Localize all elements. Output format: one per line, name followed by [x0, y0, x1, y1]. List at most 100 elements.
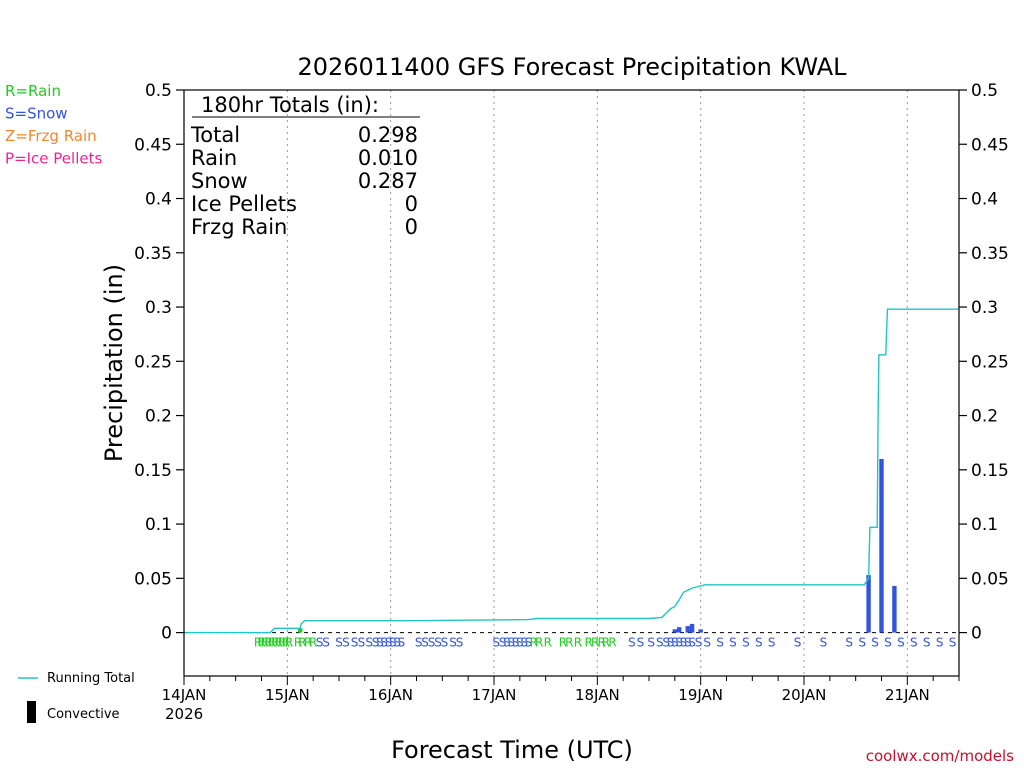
chart-title: 2026011400 GFS Forecast Precipitation KW… [297, 53, 847, 81]
ptype-marker-snow: S [380, 636, 388, 650]
ptype-marker-snow: S [335, 636, 343, 650]
x-tick-label-18jan: 18JAN [575, 686, 620, 704]
ptype-marker-rain: R [264, 636, 272, 650]
credit-link[interactable]: coolwx.com/models [866, 747, 1014, 765]
year-label: 2026 [165, 705, 203, 723]
ptype-marker-snow: S [647, 636, 655, 650]
ptype-marker-snow: S [910, 636, 918, 650]
ptype-marker-rain: R [559, 636, 567, 650]
ptype-marker-rain: R [281, 636, 289, 650]
ptype-marker-snow: S [768, 636, 776, 650]
precip-bar [689, 623, 695, 633]
ptype-marker-snow: S [695, 636, 703, 650]
ptype-marker-rain: R [254, 636, 262, 650]
ptype-marker-rain: R [271, 636, 279, 650]
ptype-marker-snow: S [456, 636, 464, 650]
convective-legend-label: Convective [47, 707, 120, 722]
totals-label-rain: Rain [191, 146, 237, 170]
ptype-marker-snow: S [385, 636, 393, 650]
totals-box: 180hr Totals (in): Total 0.298 Rain 0.010 Sno… [190, 93, 420, 239]
ptype-marker-snow: S [936, 636, 944, 650]
totals-header: 180hr Totals (in): [201, 93, 379, 117]
ptype-marker-rain: R [268, 636, 276, 650]
y-tick-label-left: 0.2 [145, 407, 172, 427]
y-tick-label-right: 0.1 [971, 515, 998, 535]
ptype-marker-snow: S [492, 636, 500, 650]
y-tick-label-right: 0.4 [971, 190, 998, 210]
totals-value-ice-pellets: 0 [405, 192, 418, 216]
y-tick-label-right: 0.45 [971, 135, 1009, 155]
ptype-marker-snow: S [393, 636, 401, 650]
precip-bar [879, 458, 884, 633]
y-tick-label-left: 0 [161, 624, 172, 644]
ptype-marker-snow: S [503, 636, 511, 650]
ptype-marker-rain: R [608, 636, 616, 650]
running-total-line [184, 308, 959, 634]
y-tick-label-left: 0.45 [134, 135, 172, 155]
ptype-marker-snow: S [949, 636, 957, 650]
y-tick-label-right: 0.2 [971, 407, 998, 427]
ptype-marker-snow: S [316, 636, 324, 650]
totals-label-frzg-rain: Frzg Rain [191, 215, 287, 239]
ptype-marker-snow: S [628, 636, 636, 650]
ptype-marker-snow: S [507, 636, 515, 650]
y-tick-label-right: 0 [971, 624, 982, 644]
ptype-marker-rain: R [304, 636, 312, 650]
y-tick-label-left: 0.35 [134, 244, 172, 264]
y-axis-title: Precipitation (in) [100, 264, 128, 462]
x-tick-label-16jan: 16JAN [368, 686, 413, 704]
precip-bar [685, 626, 690, 633]
ptype-marker-snow: S [716, 636, 724, 650]
y-tick-label-left: 0.4 [145, 190, 172, 210]
y-axis-right: 0 0.05 0.1 0.15 0.2 0.25 0.3 0.35 0.4 0.45 0.5 [959, 81, 1009, 644]
ptype-marker-snow: S [499, 636, 507, 650]
ptype-legend-item: Z=Frzg Rain [5, 127, 97, 145]
ptype-marker-snow: S [415, 636, 423, 650]
ptype-marker-snow: S [512, 636, 520, 650]
ptype-marker-rain: R [285, 636, 293, 650]
ptype-marker-rain: R [294, 636, 302, 650]
y-tick-label-right: 0.3 [971, 298, 998, 318]
ptype-marker-rain: R [574, 636, 582, 650]
ptype-marker-snow: S [525, 636, 533, 650]
running-total-legend-label: Running Total [47, 671, 135, 686]
y-axis-left: 0 0.05 0.1 0.15 0.2 0.25 0.3 0.35 0.4 0.45 0.5 [134, 81, 184, 644]
totals-label-total: Total [190, 123, 240, 147]
grid-lines [184, 90, 959, 676]
y-tick-label-right: 0.15 [971, 461, 1009, 481]
x-tick-label-15jan: 15JAN [265, 686, 310, 704]
x-axis: 14JAN 15JAN 16JAN 17JAN 18JAN 19JAN 20JAN 21JAN [162, 676, 960, 704]
ptype-marker-snow: S [667, 636, 675, 650]
ptype-marker-rain: R [602, 636, 610, 650]
ptype-marker-snow: S [703, 636, 711, 650]
ptype-marker-snow: S [365, 636, 373, 650]
ptype-marker-snow: S [684, 636, 692, 650]
totals-value-rain: 0.010 [358, 146, 418, 170]
totals-value-total: 0.298 [358, 123, 418, 147]
ptype-marker-snow: S [871, 636, 879, 650]
ptype-marker-rain: R [529, 636, 537, 650]
ptype-marker-snow: S [398, 636, 406, 650]
x-tick-label-21jan: 21JAN [885, 686, 930, 704]
y-tick-label-right: 0.05 [971, 569, 1009, 589]
ptype-marker-snow: S [845, 636, 853, 650]
ptype-marker-rain: R [591, 636, 599, 650]
ptype-marker-snow: S [662, 636, 670, 650]
ptype-marker-snow: S [923, 636, 931, 650]
precip-bar [676, 627, 682, 633]
ptype-marker-snow: S [742, 636, 750, 650]
ptype-marker-snow: S [637, 636, 645, 650]
y-tick-label-right: 0.5 [971, 81, 998, 101]
precip-bar [866, 575, 871, 633]
ptype-marker-snow: S [449, 636, 457, 650]
ptype-marker-rain: R [535, 636, 543, 650]
convective-legend-swatch [27, 701, 36, 723]
totals-value-snow: 0.287 [358, 169, 418, 193]
precip-bar [672, 629, 678, 633]
x-tick-label-17jan: 17JAN [472, 686, 517, 704]
plot-frame [183, 89, 960, 677]
ptype-marker-snow: S [351, 636, 359, 650]
y-tick-label-left: 0.05 [134, 569, 172, 589]
y-tick-label-right: 0.35 [971, 244, 1009, 264]
